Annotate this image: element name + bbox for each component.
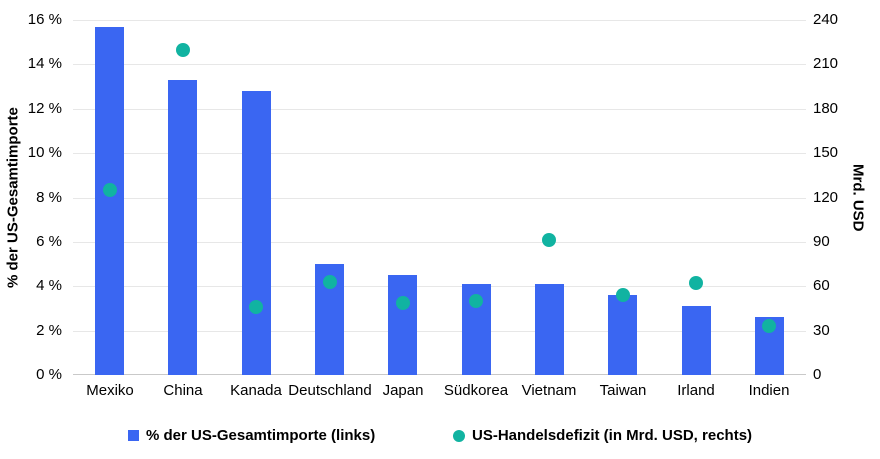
category-label-südkorea: Südkorea <box>443 382 509 399</box>
gridline <box>73 109 806 110</box>
left-axis-tick-label: 10 % <box>27 144 62 161</box>
dot-indien <box>762 319 776 333</box>
gridline <box>73 198 806 199</box>
left-axis-tick-label: 8 % <box>36 189 62 206</box>
right-axis-tick-label: 0 <box>813 366 822 383</box>
bar-china <box>168 80 197 375</box>
category-label-vietnam: Vietnam <box>521 382 577 399</box>
legend-item-imports: % der US-Gesamtimporte (links) <box>128 427 375 444</box>
dot-china <box>176 43 190 57</box>
bar-vietnam <box>535 284 564 375</box>
legend-item-deficit: US-Handelsdefizit (in Mrd. USD, rechts) <box>453 427 752 444</box>
left-axis-tick-label: 6 % <box>36 233 62 250</box>
legend-item-deficit-label: US-Handelsdefizit (in Mrd. USD, rechts) <box>472 427 753 444</box>
bar-series-swatch-icon <box>128 430 139 441</box>
plot-area <box>73 20 806 375</box>
left-axis-tick-label: 4 % <box>36 277 62 294</box>
gridline <box>73 331 806 332</box>
left-axis-ticks: 0 % 2 % 4 % 6 % 8 % 10 % 12 % 14 % 16 % <box>0 11 62 383</box>
dot-irland <box>689 276 703 290</box>
right-axis-tick-label: 30 <box>813 322 830 339</box>
dot-südkorea <box>469 294 483 308</box>
category-label-indien: Indien <box>748 382 790 399</box>
category-label-irland: Irland <box>677 382 715 399</box>
category-label-japan: Japan <box>382 382 424 399</box>
legend: % der US-Gesamtimporte (links) US-Handel… <box>0 427 880 449</box>
right-axis-tick-label: 120 <box>813 189 839 206</box>
legend-item-imports-label: % der US-Gesamtimporte (links) <box>146 427 376 444</box>
right-axis-tick-label: 210 <box>813 55 839 72</box>
left-axis-tick-label: 12 % <box>27 100 62 117</box>
bar-kanada <box>242 91 271 375</box>
gridline <box>73 64 806 65</box>
gridline <box>73 286 806 287</box>
bar-irland <box>682 306 711 375</box>
dot-deutschland <box>323 275 337 289</box>
dot-vietnam <box>542 233 556 247</box>
right-axis-tick-label: 90 <box>813 233 830 250</box>
right-axis-tick-label: 60 <box>813 277 830 294</box>
dot-taiwan <box>616 288 630 302</box>
left-axis-tick-label: 16 % <box>27 11 62 28</box>
left-axis-tick-label: 14 % <box>27 55 62 72</box>
right-axis-tick-label: 180 <box>813 100 839 117</box>
gridline <box>73 153 806 154</box>
dot-mexiko <box>103 183 117 197</box>
right-axis-tick-label: 240 <box>813 11 839 28</box>
category-label-deutschland: Deutschland <box>288 382 372 399</box>
bar-taiwan <box>608 295 637 375</box>
x-axis-baseline <box>73 374 806 375</box>
dot-series-swatch-icon <box>453 429 465 442</box>
right-axis-ticks: 0 30 60 90 120 150 180 210 240 <box>813 11 873 383</box>
category-label-kanada: Kanada <box>230 382 282 399</box>
dot-kanada <box>249 300 263 314</box>
right-axis-title: Mrd. USD <box>849 163 867 232</box>
left-axis-tick-label: 0 % <box>36 366 62 383</box>
left-axis-tick-label: 2 % <box>36 322 62 339</box>
gridline <box>73 20 806 21</box>
category-label-china: China <box>163 382 203 399</box>
category-label-taiwan: Taiwan <box>599 382 647 399</box>
dot-japan <box>396 296 410 310</box>
bar-japan <box>388 275 417 375</box>
category-label-mexiko: Mexiko <box>86 382 134 399</box>
category-axis: Mexiko China Kanada Deutschland Japan Südkore… <box>73 382 806 402</box>
gridline <box>73 242 806 243</box>
bar-mexiko <box>95 27 124 375</box>
right-axis-tick-label: 150 <box>813 144 839 161</box>
